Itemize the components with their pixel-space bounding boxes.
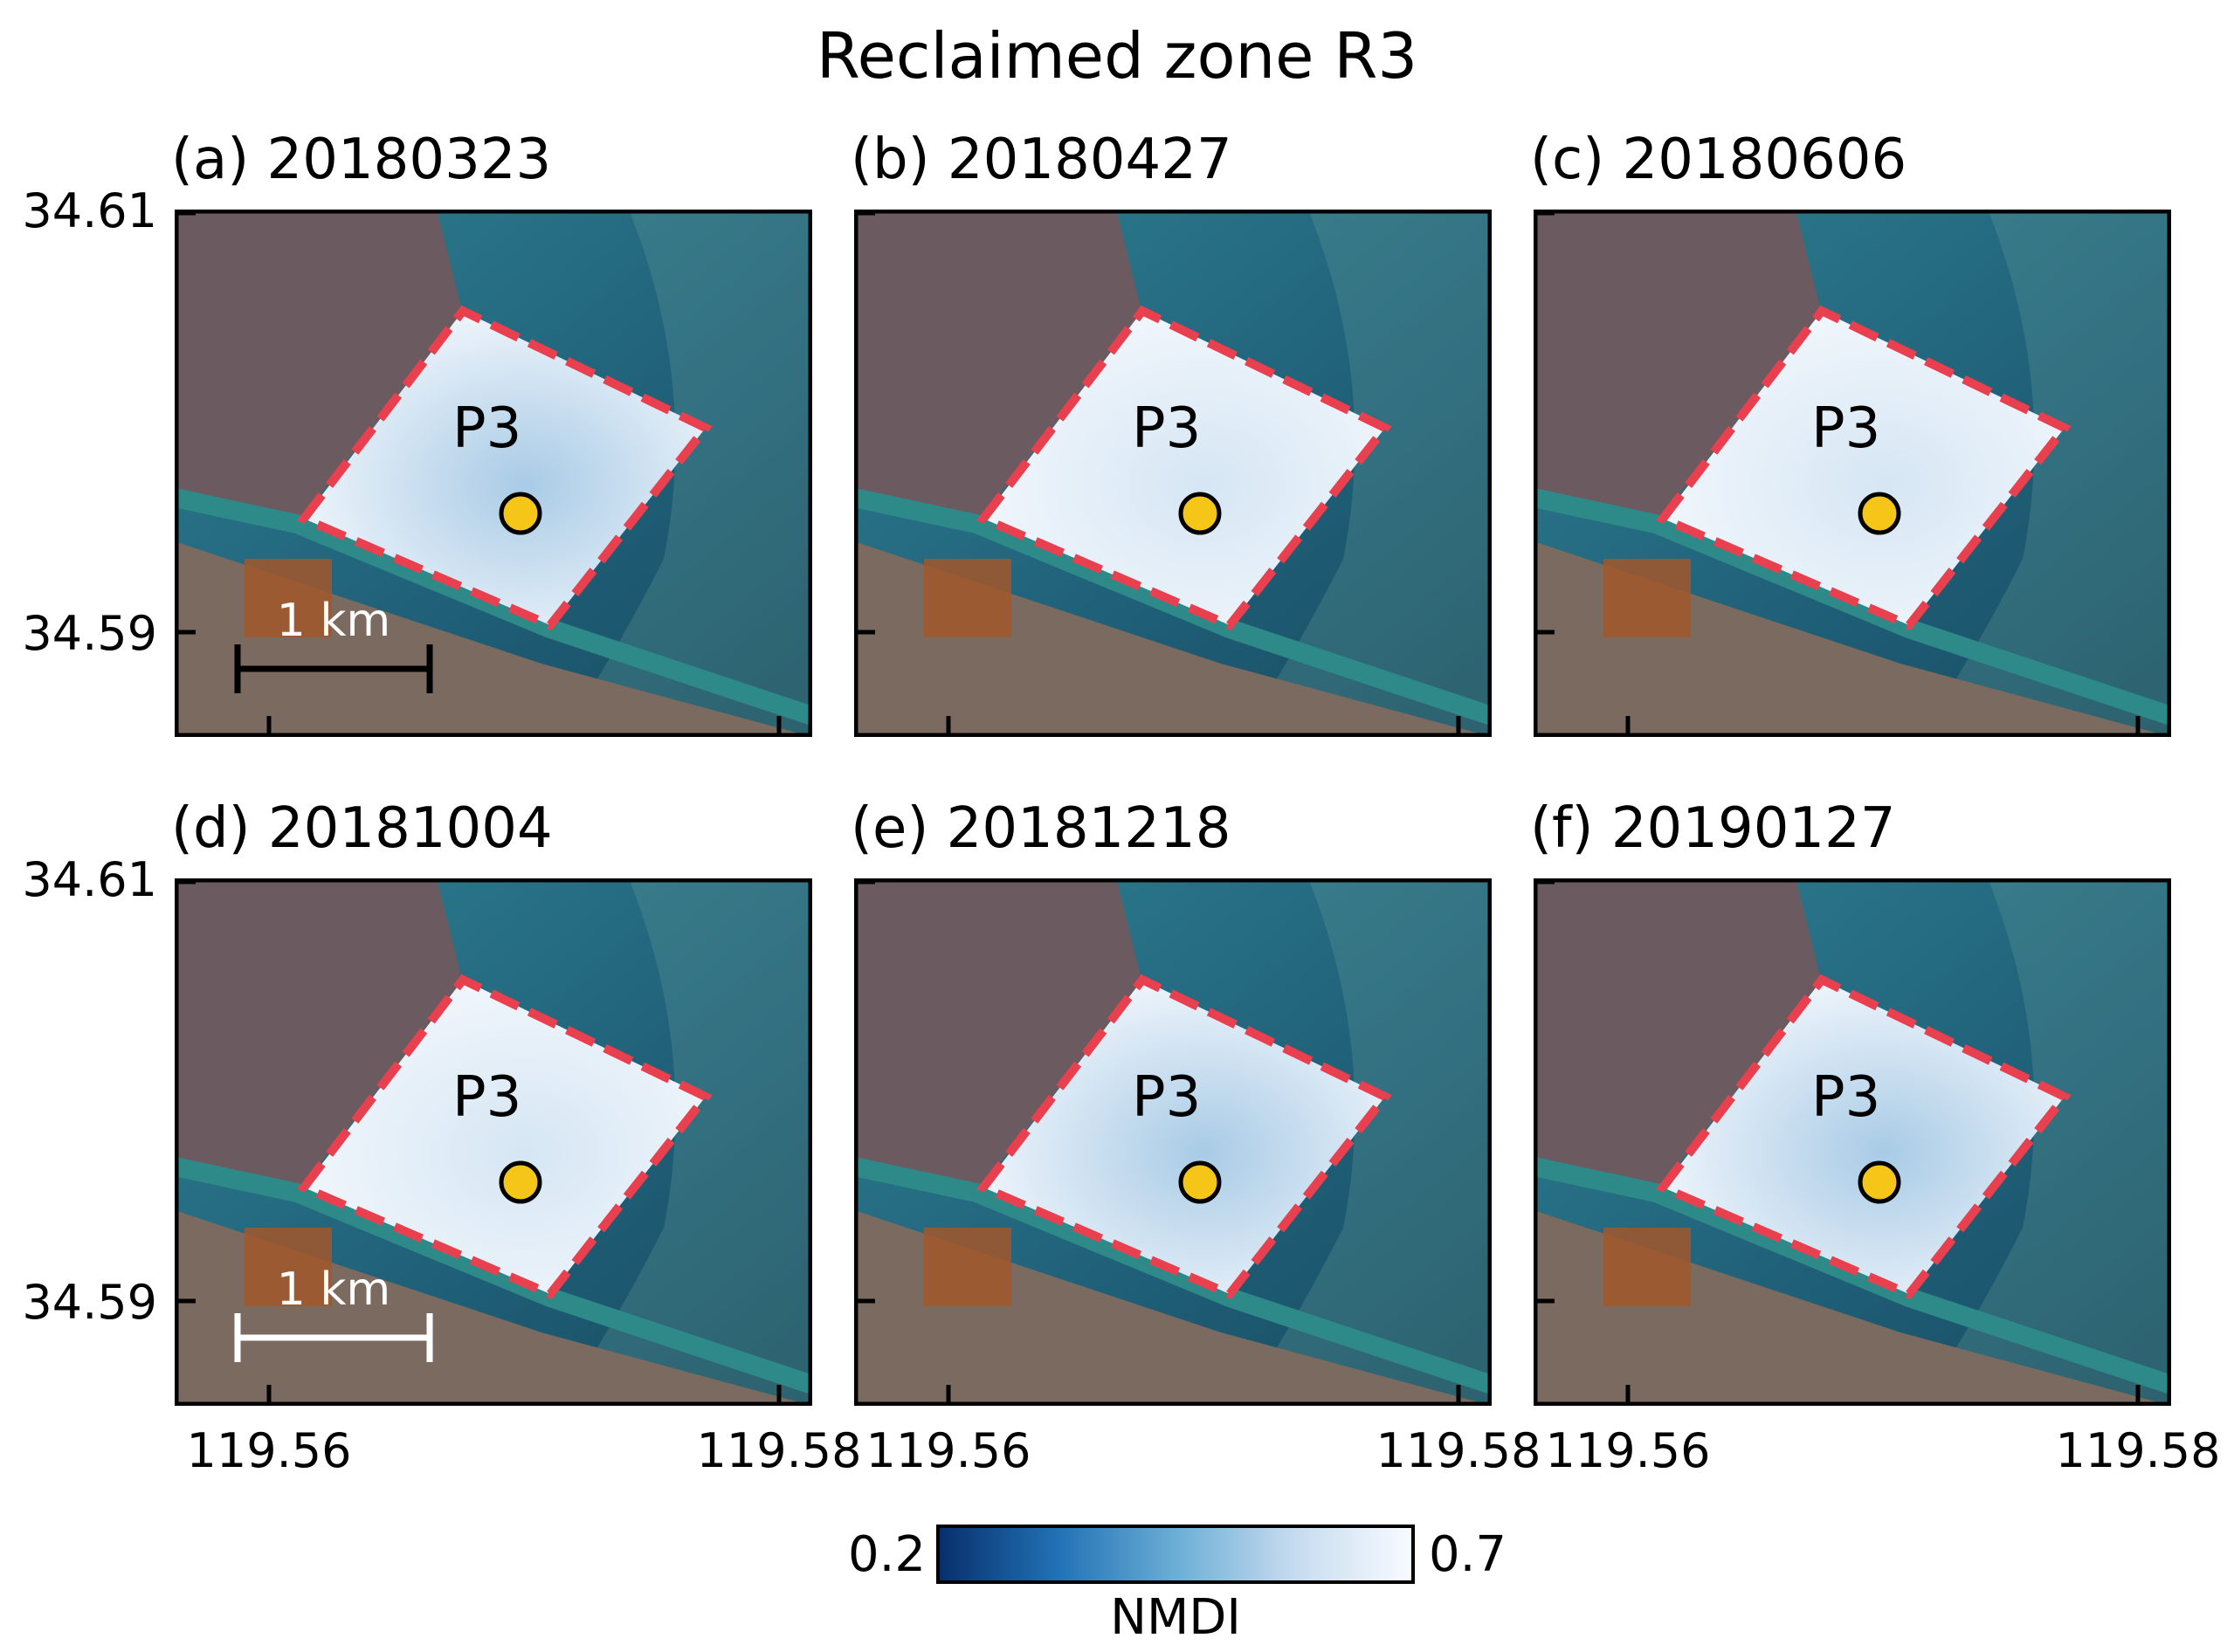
farmland-block <box>245 559 332 637</box>
site-marker <box>499 492 542 535</box>
farmland-block <box>924 559 1011 637</box>
coastal-land <box>1534 541 2171 737</box>
urban-land <box>854 210 1142 524</box>
nmdi-overlay <box>1663 980 2065 1294</box>
nmdi-overlay <box>1663 311 2065 625</box>
sediment-plume <box>1900 878 2171 1406</box>
site-marker <box>1858 1160 1901 1204</box>
satellite-map-panel: P3 <box>854 878 1492 1406</box>
urban-land <box>175 878 463 1193</box>
scale-bar-label: 1 km <box>277 1263 390 1316</box>
map-image: P3 <box>1534 878 2171 1406</box>
urban-land <box>854 878 1142 1193</box>
urban-land <box>1534 878 1822 1193</box>
x-tick-label: 119.58 <box>1376 1423 1541 1478</box>
panel-frame <box>175 878 812 1406</box>
site-marker <box>1178 492 1222 535</box>
site-label: P3 <box>1132 1065 1201 1130</box>
reclaimed-zone-boundary <box>1656 305 2072 631</box>
x-tick-label: 119.56 <box>186 1423 352 1478</box>
colorbar-min: 0.2 <box>847 1526 926 1583</box>
figure-title: Reclaimed zone R3 <box>816 19 1418 93</box>
scale-bar-label: 1 km <box>277 595 390 647</box>
satellite-map-panel: P3 <box>1534 878 2171 1406</box>
site-marker <box>1178 1160 1222 1204</box>
x-tick-label: 119.58 <box>696 1423 862 1478</box>
seawall-canal <box>854 488 1492 726</box>
sediment-plume <box>1221 878 1492 1406</box>
y-tick-label: 34.59 <box>22 1275 157 1330</box>
coastal-land <box>854 541 1492 737</box>
seawall-canal <box>175 1157 812 1394</box>
reclaimed-zone-boundary <box>976 305 1392 631</box>
satellite-map-panel: P3 1 km <box>175 210 812 737</box>
map-image: P3 1 km <box>175 210 812 737</box>
reclaimed-zone-boundary <box>976 974 1392 1300</box>
map-image: P3 1 km <box>175 878 812 1406</box>
seawall-canal <box>1534 1157 2171 1394</box>
site-label: P3 <box>1132 396 1201 461</box>
satellite-map-panel: P3 <box>854 210 1492 737</box>
nmdi-overlay <box>983 311 1385 625</box>
nmdi-overlay <box>304 980 706 1294</box>
panel-frame <box>1534 878 2171 1406</box>
panel-title: (f) 20190127 <box>1530 796 1896 861</box>
x-tick-label: 119.56 <box>865 1423 1031 1478</box>
coastal-land <box>175 1210 812 1406</box>
scale-bar: 1 km <box>234 1263 433 1362</box>
colorbar-max: 0.7 <box>1429 1526 1507 1583</box>
satellite-map-panel: P3 1 km <box>175 878 812 1406</box>
farmland-block <box>1603 1228 1691 1306</box>
farmland-block <box>1603 559 1691 637</box>
panel-title: (c) 20180606 <box>1530 127 1907 192</box>
site-label: P3 <box>452 396 521 461</box>
panel-frame <box>854 210 1492 737</box>
reclaimed-zone-boundary <box>297 305 713 631</box>
nmdi-overlay <box>983 980 1385 1294</box>
x-tick-label: 119.58 <box>2055 1423 2221 1478</box>
y-tick-label: 34.61 <box>22 852 157 907</box>
map-image: P3 <box>854 210 1492 737</box>
coastal-land <box>854 1210 1492 1406</box>
reclaimed-zone-boundary <box>1656 974 2072 1300</box>
site-label: P3 <box>452 1065 521 1130</box>
coastal-land <box>1534 1210 2171 1406</box>
nmdi-overlay <box>304 311 706 625</box>
coastal-land <box>175 541 812 737</box>
seawall-canal <box>854 1157 1492 1394</box>
panel-title: (a) 20180323 <box>171 127 552 192</box>
seawall-canal <box>175 488 812 726</box>
site-marker <box>499 1160 542 1204</box>
x-tick-label: 119.56 <box>1545 1423 1711 1478</box>
site-label: P3 <box>1811 396 1880 461</box>
site-marker <box>1858 492 1901 535</box>
farmland-block <box>924 1228 1011 1306</box>
urban-land <box>175 210 463 524</box>
y-tick-label: 34.59 <box>22 606 157 661</box>
sediment-plume <box>1900 210 2171 737</box>
farmland-block <box>245 1228 332 1306</box>
seawall-canal <box>1534 488 2171 726</box>
panel-title: (b) 20180427 <box>851 127 1232 192</box>
urban-land <box>1534 210 1822 524</box>
sediment-plume <box>541 210 812 737</box>
panel-frame <box>1534 210 2171 737</box>
panel-title: (d) 20181004 <box>171 796 553 861</box>
panel-frame <box>854 878 1492 1406</box>
map-image: P3 <box>1534 210 2171 737</box>
panel-title: (e) 20181218 <box>851 796 1231 861</box>
colorbar-label: NMDI <box>1110 1589 1241 1646</box>
reclaimed-zone-boundary <box>297 974 713 1300</box>
panel-frame <box>175 210 812 737</box>
sediment-plume <box>1221 210 1492 737</box>
nmdi-colorbar <box>936 1525 1415 1584</box>
site-label: P3 <box>1811 1065 1880 1130</box>
satellite-map-panel: P3 <box>1534 210 2171 737</box>
scale-bar: 1 km <box>234 595 433 693</box>
sediment-plume <box>541 878 812 1406</box>
y-tick-label: 34.61 <box>22 183 157 238</box>
map-image: P3 <box>854 878 1492 1406</box>
